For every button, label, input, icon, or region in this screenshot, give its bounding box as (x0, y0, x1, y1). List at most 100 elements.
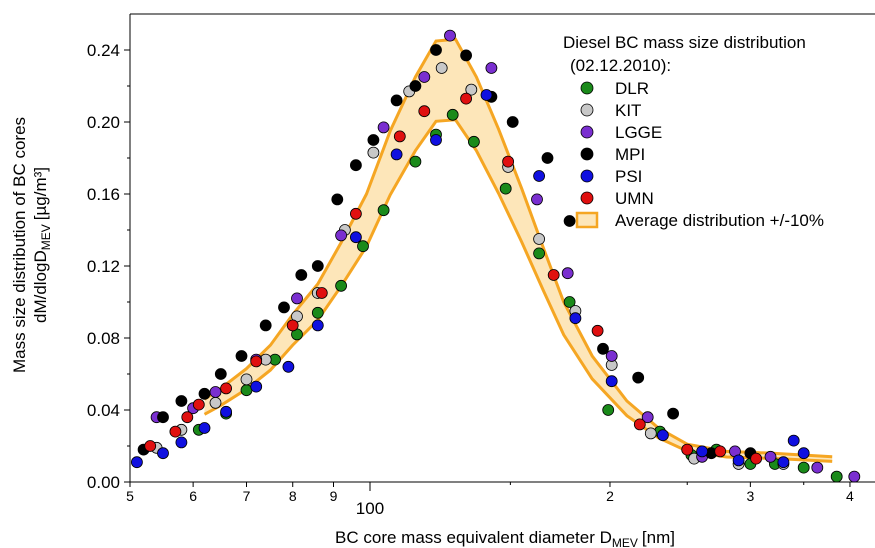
data-point (349, 231, 362, 244)
data-point (198, 387, 211, 400)
data-point (430, 44, 442, 56)
data-point (732, 454, 745, 467)
data-point (409, 80, 422, 92)
legend-label: Average distribution +/-10% (615, 211, 824, 230)
data-point (282, 360, 295, 373)
legend-marker (580, 103, 594, 117)
data-point (531, 193, 543, 206)
x-minor-tick-label: 8 (289, 488, 297, 504)
data-point (444, 29, 456, 42)
legend-label: LGGE (615, 123, 662, 142)
data-point (220, 405, 233, 418)
y-tick-label: 0.08 (87, 329, 120, 348)
data-point (220, 382, 233, 395)
data-point (460, 92, 473, 105)
legend-title-line1: Diesel BC mass size distribution (563, 33, 806, 52)
data-point (605, 375, 618, 388)
legend-label: UMN (615, 189, 654, 208)
data-point (311, 260, 324, 272)
legend-title-line2: (02.12.2010): (570, 56, 671, 75)
data-point (667, 407, 679, 420)
data-point (144, 440, 157, 452)
data-point (209, 386, 222, 398)
series-umn (144, 92, 762, 465)
data-point (502, 155, 515, 168)
legend-label: DLR (615, 79, 649, 98)
average-band-fill (204, 39, 833, 462)
data-point (130, 456, 143, 469)
data-point (787, 434, 800, 447)
data-point (499, 182, 512, 195)
data-point (331, 193, 344, 206)
data-point (315, 287, 328, 299)
data-point (235, 350, 248, 362)
legend-label: PSI (615, 167, 642, 186)
legend-entry-mpi: MPI (580, 145, 645, 164)
data-point (349, 207, 362, 220)
data-point (349, 159, 362, 172)
data-point (377, 121, 390, 134)
legend-entry-dlr: DLR (580, 79, 649, 98)
data-point (259, 319, 272, 332)
data-point (286, 319, 299, 332)
x-axis-label: BC core mass equivalent diameter DMEV [nm… (335, 528, 675, 548)
series-dlr (192, 108, 843, 483)
data-point (367, 134, 380, 146)
data-point (597, 342, 609, 355)
average-band-layer (203, 37, 833, 463)
average-band-upper (203, 37, 833, 459)
x-minor-tick-label: 6 (189, 488, 197, 504)
data-point (291, 292, 303, 305)
data-point (848, 470, 861, 483)
legend-marker (580, 147, 594, 161)
data-point (764, 450, 777, 463)
data-point (605, 350, 618, 362)
series-lgge (150, 29, 861, 483)
y-axis-label-line1: Mass size distribution of BC cores (10, 117, 29, 373)
data-point (311, 319, 324, 332)
x-minor-tick-label: 4 (846, 488, 854, 504)
data-point (357, 240, 369, 253)
legend: Diesel BC mass size distribution (02.12.… (563, 33, 824, 230)
data-point (696, 445, 708, 458)
data-point (467, 135, 480, 148)
data-point (541, 152, 554, 164)
x-minor-tick-label: 5 (126, 488, 134, 504)
series-psi (130, 89, 810, 469)
data-point (157, 447, 169, 460)
data-point (175, 395, 188, 407)
y-tick-label: 0.04 (87, 401, 120, 420)
data-points-layer (130, 29, 861, 483)
y-axis-label-line2: dM/dlogDMEV[µg/m³] (31, 167, 53, 323)
data-point (209, 396, 222, 409)
legend-entry-psi: PSI (580, 167, 642, 186)
data-point (641, 411, 654, 424)
data-point (192, 398, 205, 411)
data-point (777, 456, 790, 469)
data-point (681, 443, 694, 456)
data-point (830, 470, 843, 483)
data-point (409, 155, 422, 168)
data-point (418, 105, 431, 118)
legend-label: KIT (615, 101, 641, 120)
data-point (480, 89, 493, 101)
data-point (591, 324, 604, 337)
data-point (561, 267, 574, 280)
data-point (377, 204, 390, 217)
legend-marker (580, 81, 594, 95)
legend-entry-lgge: LGGE (580, 123, 662, 142)
data-point (569, 312, 582, 325)
x-minor-tick-label: 9 (330, 488, 338, 504)
data-point (632, 371, 645, 384)
x-minor-tick-label: 7 (243, 488, 251, 504)
data-point (169, 425, 182, 438)
data-point (563, 215, 576, 227)
axes-layer: 0.00 0.04 0.08 0.12 0.16 0.20 0.24 5 6 7 8 9 2 3 4 100 (87, 13, 875, 518)
data-point (644, 427, 657, 440)
legend-marker (580, 125, 594, 139)
y-tick-label: 0.00 (87, 473, 120, 492)
data-point (563, 296, 576, 308)
x-major-tick-label: 100 (356, 499, 384, 518)
data-point (335, 229, 348, 242)
y-tick-label: 0.20 (87, 113, 120, 132)
